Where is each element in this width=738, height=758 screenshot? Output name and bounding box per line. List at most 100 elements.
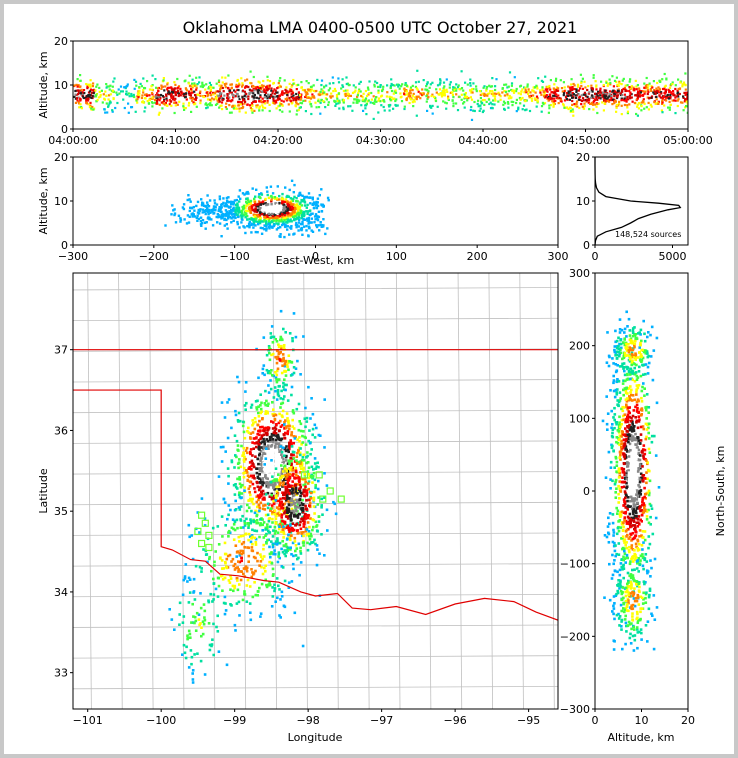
time-altitude-source <box>326 93 329 96</box>
time-altitude-source <box>123 106 126 110</box>
time-altitude-source <box>265 86 269 90</box>
time-altitude-source <box>535 98 538 101</box>
time-altitude-source <box>684 88 687 91</box>
plan-view-source <box>270 459 273 462</box>
time-altitude-source <box>482 86 485 89</box>
time-altitude-source <box>401 83 404 86</box>
time-altitude-source <box>212 93 215 96</box>
plan-view-source <box>266 448 270 452</box>
plan-view-source <box>257 488 261 492</box>
east-west-source <box>199 219 202 223</box>
time-altitude-source <box>548 93 551 96</box>
time-altitude-source <box>75 83 78 86</box>
time-altitude-source <box>96 99 99 102</box>
plan-view-source <box>301 515 304 519</box>
plan-view-source <box>287 533 290 537</box>
plan-view-source <box>317 520 321 523</box>
time-altitude-source <box>238 110 241 113</box>
east-west-source <box>174 221 178 224</box>
plan-view-source <box>309 417 312 420</box>
time-altitude-source <box>297 91 300 94</box>
time-altitude-source <box>320 84 323 87</box>
time-altitude-source <box>344 89 347 92</box>
plan-view-source <box>283 478 286 481</box>
time-altitude-source <box>105 86 108 89</box>
time-altitude-source <box>137 96 140 99</box>
time-altitude-source <box>379 84 382 87</box>
time-altitude-source <box>166 88 169 91</box>
plan-view-source <box>255 514 258 518</box>
time-altitude-source <box>449 91 452 94</box>
time-altitude-source <box>491 103 494 106</box>
plan-view-source <box>289 548 292 551</box>
time-altitude-source <box>85 98 88 101</box>
east-west-source <box>233 199 237 202</box>
plan-view-source <box>280 590 284 594</box>
time-altitude-source <box>163 103 167 106</box>
east-west-source <box>222 197 225 200</box>
time-altitude-source <box>215 98 218 101</box>
east-west-source <box>172 209 175 212</box>
time-altitude-source <box>241 96 244 99</box>
time-altitude-source <box>411 101 414 104</box>
time-altitude-source <box>300 86 303 89</box>
time-altitude-source <box>469 96 472 99</box>
plan-view-source <box>271 574 275 577</box>
plan-view-source <box>296 532 300 535</box>
plan-view-source <box>237 535 241 539</box>
plan-view-source <box>226 436 230 440</box>
time-altitude-source <box>435 91 438 94</box>
plan-view-source <box>250 568 253 571</box>
county-line <box>488 273 493 709</box>
time-altitude-source <box>142 89 145 92</box>
time-altitude-source <box>451 91 454 94</box>
plan-view-source <box>238 551 242 555</box>
time-altitude-source <box>573 103 576 106</box>
plan-view-source <box>290 553 293 556</box>
time-altitude-source <box>279 85 282 88</box>
plan-view-source <box>276 355 280 359</box>
east-west-source <box>246 218 249 221</box>
time-altitude-source <box>684 84 687 87</box>
east-west-ylabel: Altitude, km <box>37 167 50 234</box>
time-altitude-source <box>163 89 166 92</box>
east-west-source <box>289 218 292 221</box>
time-altitude-source <box>95 94 98 97</box>
time-altitude-source <box>524 86 527 89</box>
plan-view-source <box>295 522 298 526</box>
time-altitude-source <box>405 97 408 100</box>
time-altitude-source <box>484 93 487 96</box>
east-west-source <box>182 207 186 211</box>
east-west-source <box>288 201 292 204</box>
time-altitude-source <box>563 90 566 93</box>
time-altitude-source <box>513 89 516 92</box>
time-altitude-source <box>308 89 311 92</box>
time-altitude-source <box>624 95 627 98</box>
time-altitude-source <box>251 85 254 88</box>
time-altitude-source <box>389 99 392 102</box>
time-altitude-source <box>174 104 177 107</box>
east-west-source <box>286 221 289 224</box>
time-altitude-source <box>479 104 482 107</box>
time-altitude-source <box>368 92 371 95</box>
plan-view-source <box>296 461 299 464</box>
time-altitude-source <box>633 101 636 105</box>
plan-view-source <box>268 468 271 471</box>
plan-view-source <box>263 455 266 458</box>
time-altitude-source <box>663 104 666 107</box>
time-altitude-source <box>320 88 323 91</box>
time-altitude-source <box>362 109 365 112</box>
east-west-source <box>183 218 186 221</box>
time-altitude-source <box>79 85 82 88</box>
time-altitude-source <box>170 95 173 98</box>
time-altitude-source <box>309 90 312 93</box>
plan-view-source <box>235 439 239 443</box>
plan-view-source <box>271 567 275 571</box>
time-altitude-source <box>394 103 397 107</box>
plan-view-source <box>258 453 261 457</box>
plan-view-source <box>263 498 266 501</box>
plan-view-source <box>225 557 229 561</box>
plan-view-source <box>261 454 265 457</box>
east-west-source <box>228 210 231 213</box>
plan-view-source <box>247 554 251 558</box>
